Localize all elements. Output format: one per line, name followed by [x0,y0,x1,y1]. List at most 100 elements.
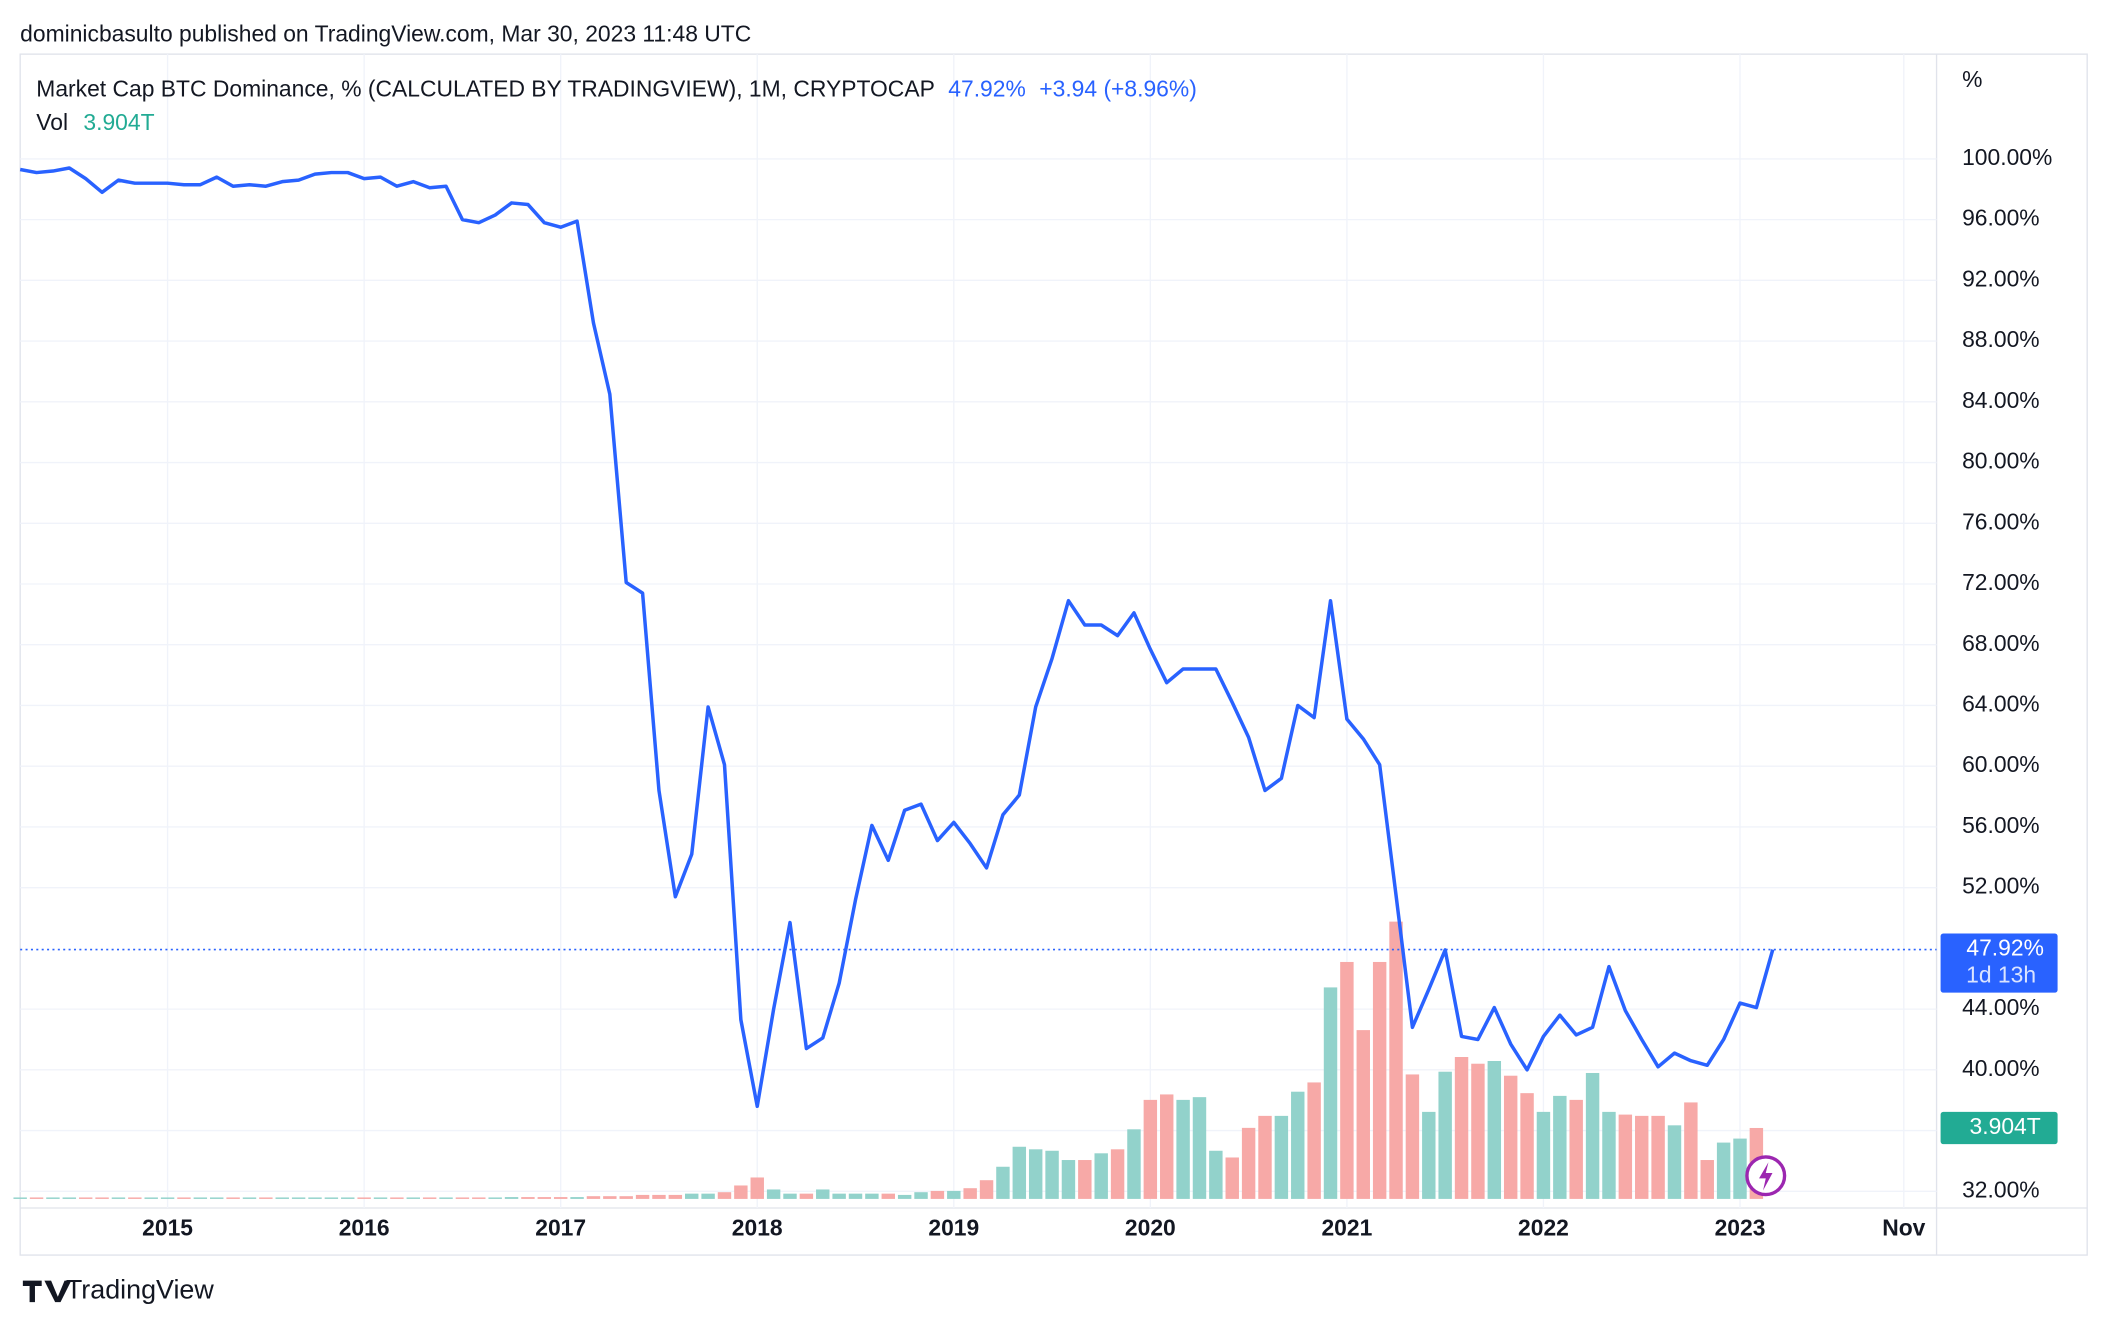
volume-bar [78,1197,93,1199]
axes: 32.00%36.00%40.00%44.00%52.00%56.00%60.0… [142,144,2058,1241]
volume-bar [963,1188,977,1199]
volume-tag [1940,1111,2058,1145]
volume-bar [1209,1150,1223,1199]
volume-bar [603,1196,617,1199]
volume-bar [947,1190,961,1199]
volume-bar [750,1177,764,1199]
volume-bar [1422,1111,1436,1199]
x-tick-label: 2018 [732,1215,783,1241]
y-tick-label: 40.00% [1962,1055,2040,1081]
volume-bar [1274,1115,1289,1199]
volume-bar [226,1197,240,1199]
y-tick-label: 68.00% [1962,630,2040,656]
volume-bar [406,1197,420,1199]
volume-bar [1143,1099,1158,1199]
volume-bar [816,1189,830,1199]
volume-bar [881,1193,895,1199]
volume-bar [210,1197,224,1199]
lightning-glyph [1759,1162,1773,1191]
volume-bar [1684,1102,1698,1199]
volume-bar [46,1197,60,1199]
volume-bar [291,1197,306,1199]
volume-bar [1569,1099,1583,1199]
volume-bar [832,1193,846,1199]
volume-current: 3.904T [83,109,154,135]
x-tick-label: 2019 [928,1215,979,1241]
volume-tag-label: 3.904T [1970,1113,2041,1139]
volume-bar [357,1197,371,1199]
volume-bar [1356,1030,1370,1199]
volume-bar [1323,987,1338,1199]
volume-bar [1160,1094,1174,1199]
volume-bar [1258,1115,1272,1199]
volume-bar [455,1197,470,1199]
volume-bar [13,1197,27,1199]
y-tick-label: 76.00% [1962,508,2040,534]
volume-bar [1192,1097,1207,1199]
y-tick-label: 92.00% [1962,265,2040,291]
volume-bar [668,1194,683,1199]
volume-bar [1127,1129,1141,1199]
volume-bar [1536,1111,1551,1199]
volume-bar [504,1197,519,1199]
volume-bar [1635,1115,1649,1199]
volume-bar [619,1196,633,1199]
y-tick-label: 56.00% [1962,812,2040,838]
volume-bar [1340,961,1354,1199]
volume-bar [521,1197,535,1199]
volume-bar [1094,1153,1108,1199]
x-tick-label: 2016 [339,1215,390,1241]
volume-bar [373,1197,388,1199]
volume-bar [62,1197,77,1199]
volume-bar [586,1196,601,1199]
volume-bar [1241,1127,1256,1199]
volume-bar [29,1197,44,1199]
volume-bar [1553,1095,1567,1199]
volume-bar [160,1197,175,1199]
volume-bar [652,1194,666,1199]
volume-bar [1405,1074,1420,1199]
volume-bar [1045,1150,1059,1199]
volume-bar [308,1197,322,1199]
volume-bar [390,1197,404,1199]
volume-bar [1307,1082,1321,1199]
volume-bar [1585,1072,1600,1199]
volume-bar [177,1197,191,1199]
volume-bar [1733,1138,1747,1199]
y-tick-label: 52.00% [1962,873,2040,899]
logo [22,1280,72,1303]
volume-bar [1078,1160,1092,1199]
volume-bar [914,1192,928,1199]
volume-bar [1454,1056,1469,1199]
y-tick-label: 60.00% [1962,751,2040,777]
volume-bar [128,1197,142,1199]
volume-name: Vol [36,109,68,135]
series-title: Market Cap BTC Dominance, % (CALCULATED … [36,75,935,101]
volume-bar [1700,1160,1714,1199]
volume-bar [1291,1091,1305,1199]
volume-bar [472,1197,486,1199]
volume-bar [685,1193,699,1199]
volume-bar [766,1189,781,1199]
brand: TradingView [66,1274,214,1304]
volume-bar [1667,1125,1682,1199]
y-tick-label: 80.00% [1962,448,2040,474]
line-series [19,166,1775,1109]
y-tick-label: 64.00% [1962,690,2040,716]
price-tag [1940,933,2058,993]
axis-unit: % [1962,66,1982,92]
publisher: dominicbasulto published on TradingView.… [20,20,751,46]
volume-bar [1716,1142,1731,1199]
volume-bar [324,1197,339,1199]
countdown: 1d 13h [1966,962,2036,988]
x-tick-label: 2020 [1125,1215,1176,1241]
volume-bar [1110,1149,1125,1199]
x-tick-label: 2015 [142,1215,193,1241]
y-tick-label: 32.00% [1962,1176,2040,1202]
volume-bar [570,1197,584,1199]
volume-bar [1602,1111,1616,1199]
volume-bar [635,1194,650,1199]
volume-bar [242,1197,257,1199]
volume-bar [1471,1063,1485,1199]
